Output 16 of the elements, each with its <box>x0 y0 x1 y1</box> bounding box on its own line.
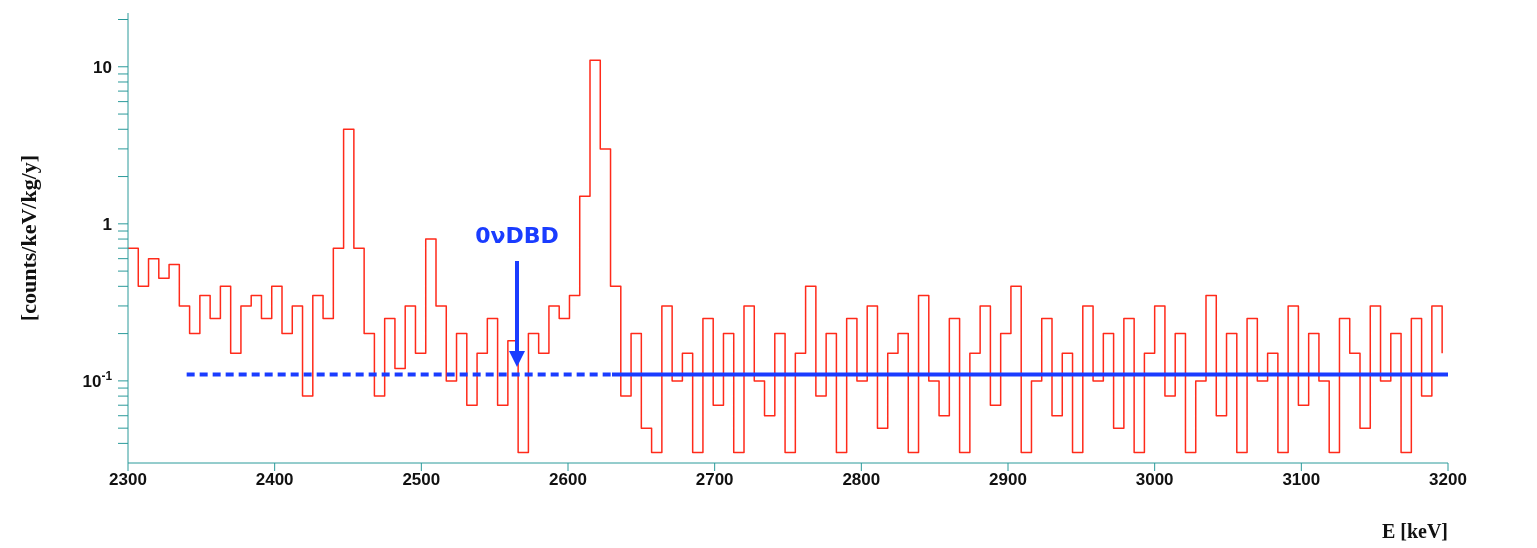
x-tick-label: 2300 <box>109 470 147 490</box>
x-tick-label: 3200 <box>1429 470 1467 490</box>
x-tick-label: 2700 <box>695 470 734 490</box>
y-axis-title: [counts/keV/kg/y] <box>15 154 41 322</box>
x-tick-label: 2900 <box>989 470 1027 490</box>
y-tick-label: 10$^{-1}$ <box>82 368 113 391</box>
x-tick-label: 2400 <box>255 470 294 490</box>
x-tick-label: 2800 <box>842 470 881 490</box>
x-tick-label: 2600 <box>549 470 587 490</box>
x-axis-title: E [keV] <box>1381 520 1448 542</box>
x-tick-label: 3000 <box>1135 470 1174 490</box>
y-tick-label: 1 <box>102 214 112 234</box>
annotation: 0νDBD <box>475 223 559 248</box>
y-tick-label: 10 <box>93 57 112 77</box>
x-tick-label: 2500 <box>402 470 441 490</box>
x-tick-label: 3100 <box>1282 470 1321 490</box>
